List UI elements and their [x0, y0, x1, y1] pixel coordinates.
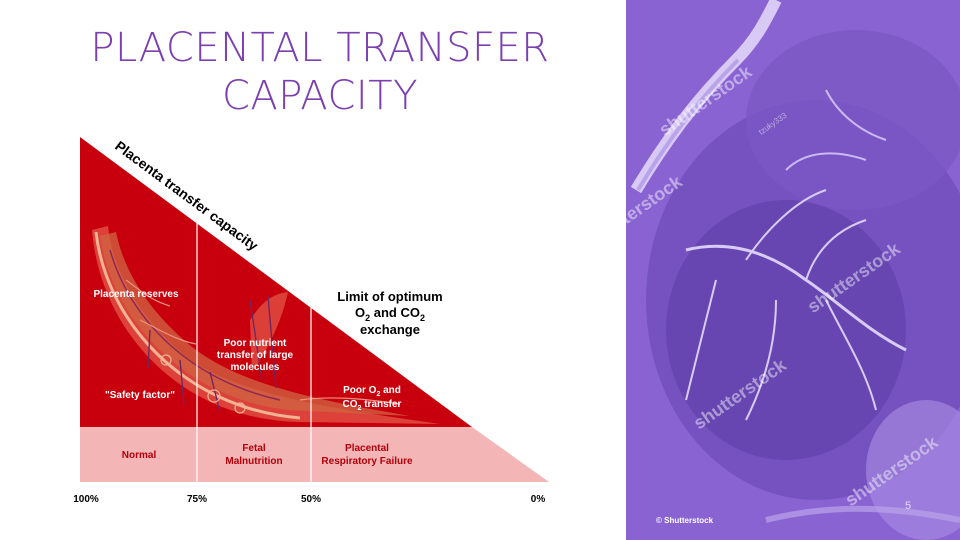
limit-label-line-2: O2 and CO2	[355, 305, 425, 323]
placenta-photo: shutterstock shutterstock shutterstock s…	[626, 0, 960, 540]
poor-nutrient-line-1: Poor nutrient	[224, 338, 287, 349]
poor-nutrient-line-2: transfer of large	[217, 350, 294, 361]
page-number: 5	[904, 500, 912, 512]
slide-title-line-2: CAPACITY	[221, 73, 419, 119]
poor-nutrient-line-3: molecules	[231, 362, 280, 373]
slide-title-line-1: PLACENTAL TRANSFER	[90, 25, 550, 71]
band-fetal-line-1: Fetal	[242, 443, 266, 454]
axis-tick-0: 0%	[531, 494, 546, 505]
placental-capacity-diagram: Placenta transfer capacity Placenta rese…	[73, 137, 549, 505]
band-normal-label: Normal	[122, 450, 157, 461]
axis-tick-75: 75%	[187, 494, 207, 505]
placenta-illustration	[92, 226, 440, 424]
axis-tick-100: 100%	[73, 494, 99, 505]
poor-o2-line-2: CO2 transfer	[343, 399, 402, 412]
limit-label-line-3: exchange	[360, 322, 420, 337]
reserves-label: Placenta reserves	[93, 289, 179, 300]
safety-factor-label: "Safety factor"	[105, 390, 175, 401]
photo-credit: © Shutterstock	[656, 516, 714, 525]
band-fetal-line-2: Malnutrition	[225, 456, 282, 467]
axis-tick-50: 50%	[301, 494, 321, 505]
limit-label-line-1: Limit of optimum	[337, 289, 442, 304]
poor-o2-line-1: Poor O2 and	[343, 385, 401, 398]
slide-title: PLACENTAL TRANSFER CAPACITY	[40, 24, 600, 120]
band-respiratory-line-2: Respiratory Failure	[321, 456, 413, 467]
band-respiratory-line-1: Placental	[345, 443, 389, 454]
